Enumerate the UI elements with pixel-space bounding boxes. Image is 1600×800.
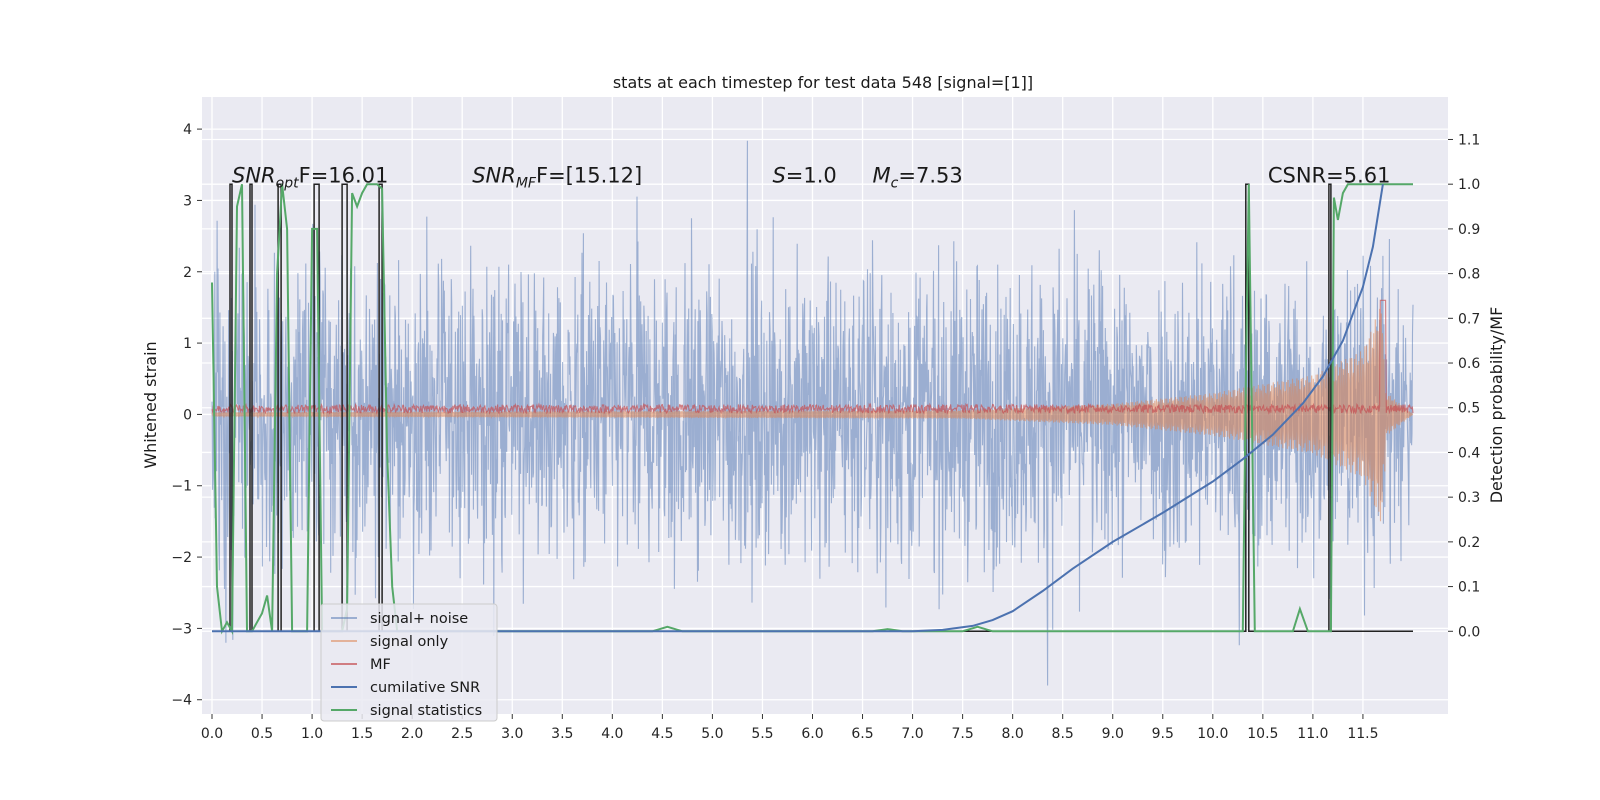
y2-tick-label: 0.5 <box>1458 401 1480 417</box>
legend-entry: signal+ noise <box>370 611 468 627</box>
x-tick-label: 8.5 <box>1052 726 1074 742</box>
x-tick-label: 6.5 <box>851 726 873 742</box>
x-tick-label: 1.0 <box>301 726 323 742</box>
x-tick-label: 3.5 <box>551 726 573 742</box>
x-tick-label: 6.0 <box>801 726 823 742</box>
y-tick-label: 0 <box>183 407 192 423</box>
y-tick-label: 3 <box>183 193 192 209</box>
x-tick-label: 10.5 <box>1247 726 1278 742</box>
y-axis-left: −4 −3 −2 −1 0 1 2 3 4 <box>171 122 202 709</box>
series-signal-only <box>211 308 1414 522</box>
y-tick-label: −2 <box>171 550 192 566</box>
x-axis: 0.0 0.5 1.0 1.5 2.0 2.5 3.0 3.5 4.0 4.5 5.0 5.5 6.0 6… <box>201 714 1379 742</box>
x-tick-label: 10.0 <box>1197 726 1228 742</box>
y2-tick-label: 0.4 <box>1458 445 1480 461</box>
legend-entry: cumilative SNR <box>370 680 480 696</box>
legend-entry: signal only <box>370 634 449 650</box>
y-tick-label: 1 <box>183 336 192 352</box>
x-tick-label: 1.5 <box>351 726 373 742</box>
x-tick-label: 11.0 <box>1297 726 1328 742</box>
y2-tick-label: 0.8 <box>1458 267 1480 283</box>
y-axis-label: Whitened strain <box>141 341 160 468</box>
series-cumulative-snr <box>212 184 1384 633</box>
y-tick-label: −3 <box>171 621 192 637</box>
y-tick-label: −4 <box>171 693 192 709</box>
legend-box <box>320 603 498 722</box>
line-mf <box>211 299 1414 416</box>
x-tick-label: 0.0 <box>201 726 223 742</box>
annotations: SNRoptF=16.01 SNRMFF=[15.12] S=1.0 Mc=7.53 C… <box>232 164 1390 192</box>
y2-tick-label: 1.0 <box>1458 177 1480 193</box>
x-tick-label: 4.0 <box>601 726 623 742</box>
x-tick-label: 9.5 <box>1152 726 1174 742</box>
legend-entry: MF <box>370 657 391 673</box>
x-tick-label: 7.5 <box>951 726 973 742</box>
y2-tick-label: 0.3 <box>1458 490 1480 506</box>
x-tick-label: 3.0 <box>501 726 523 742</box>
x-tick-label: 2.5 <box>451 726 473 742</box>
chart-annotation: SNRMFF=[15.12] <box>472 164 642 192</box>
x-tick-label: 11.5 <box>1347 726 1378 742</box>
x-tick-label: 2.0 <box>401 726 423 742</box>
y2-tick-label: 0.7 <box>1458 311 1480 327</box>
series-mf <box>211 299 1414 416</box>
legend-entry: signal statistics <box>370 703 482 719</box>
line-signal-only <box>211 308 1414 522</box>
y2-tick-label: 0.1 <box>1458 580 1480 596</box>
y-axis-right: 0.0 0.1 0.2 0.3 0.4 0.5 0.6 0.7 0.8 0.9 1.0 1.1 <box>1448 132 1480 640</box>
x-tick-label: 8.0 <box>1002 726 1024 742</box>
y2-tick-label: 0.0 <box>1458 624 1480 640</box>
line-cumulative-snr <box>212 184 1384 633</box>
x-tick-label: 5.0 <box>701 726 723 742</box>
chart-annotation: CSNR=5.61 <box>1268 164 1391 188</box>
y-tick-label: 2 <box>183 265 192 281</box>
chart-annotation: SNRoptF=16.01 <box>232 164 388 192</box>
x-tick-label: 9.0 <box>1102 726 1124 742</box>
x-tick-label: 7.0 <box>901 726 923 742</box>
x-tick-label: 0.5 <box>251 726 273 742</box>
y2-tick-label: 0.2 <box>1458 535 1480 551</box>
chart-annotation: Mc=7.53 <box>873 164 963 192</box>
y2-axis-label: Detection probability/MF <box>1487 307 1506 504</box>
y2-tick-label: 0.9 <box>1458 222 1480 238</box>
x-tick-label: 5.5 <box>751 726 773 742</box>
chart-title: stats at each timestep for test data 548… <box>613 73 1033 92</box>
legend: signal+ noise signal only MF cumilative SNR… <box>320 603 498 722</box>
y-tick-label: −1 <box>171 479 192 495</box>
x-tick-label: 4.5 <box>651 726 673 742</box>
chart-annotation: S=1.0 <box>772 164 836 188</box>
y2-tick-label: 0.6 <box>1458 356 1480 372</box>
y-tick-label: 4 <box>183 122 192 138</box>
y2-tick-label: 1.1 <box>1458 132 1480 148</box>
